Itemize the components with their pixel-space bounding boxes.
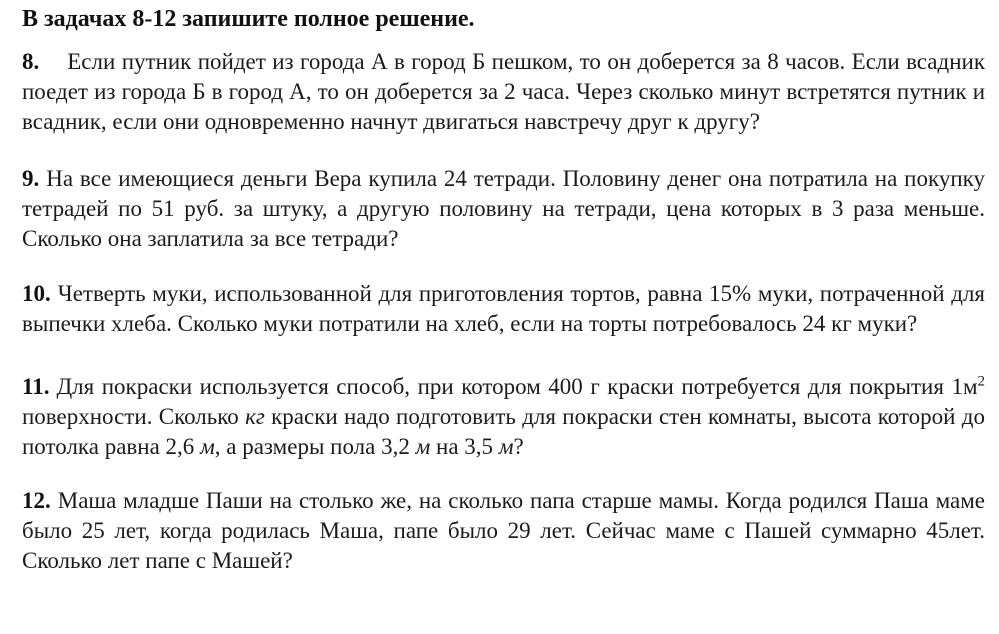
problem-10-text: Четверть муки, использованной для пригот…	[22, 281, 985, 336]
text-segment: ?	[513, 434, 524, 459]
text-segment: Если путник пойдет из города А в город Б…	[22, 49, 985, 134]
text-segment: Для покраски используется способ, при ко…	[56, 374, 978, 399]
problem-11-number: 11.	[22, 374, 50, 399]
text-segment: поверхности. Сколько	[22, 404, 246, 429]
problem-11: 11. Для покраски используется способ, при…	[22, 372, 985, 462]
problem-9-number: 9.	[22, 166, 40, 191]
problem-10: 10. Четверть муки, использованной для при…	[22, 279, 985, 339]
problem-9: 9. На все имеющиеся деньги Вера купила 24…	[22, 164, 985, 254]
text-segment: кг	[245, 404, 265, 429]
text-segment: , а размеры пола 3,2	[214, 434, 416, 459]
problem-8: 8. Если путник пойдет из города А в город…	[22, 47, 985, 137]
problem-8-number: 8.	[22, 49, 40, 74]
problem-9-text: На все имеющиеся деньги Вера купила 24 т…	[22, 166, 985, 251]
problem-10-number: 10.	[22, 281, 51, 306]
text-segment: На все имеющиеся деньги Вера купила 24 т…	[22, 166, 985, 251]
text-segment: м	[200, 434, 215, 459]
problem-12-text: Маша младше Паши на столько же, на сколь…	[22, 488, 985, 573]
text-segment: м	[498, 434, 514, 459]
text-segment: м	[415, 434, 431, 459]
text-segment: краски надо подготовить для покраски сте…	[22, 404, 985, 459]
text-segment: Маша младше Паши на столько же, на сколь…	[22, 488, 985, 573]
text-segment: 2	[977, 373, 985, 390]
instructions-heading: В задачах 8-12 запишите полное решение.	[22, 6, 475, 32]
text-segment: на 3,5	[430, 434, 499, 459]
problem-12-number: 12.	[22, 488, 51, 513]
problem-8-text: Если путник пойдет из города А в город Б…	[22, 49, 985, 134]
problem-11-text: Для покраски используется способ, при ко…	[22, 374, 985, 459]
problem-12: 12. Маша младше Паши на столько же, на ск…	[22, 486, 985, 576]
text-segment: Четверть муки, использованной для пригот…	[22, 281, 985, 336]
